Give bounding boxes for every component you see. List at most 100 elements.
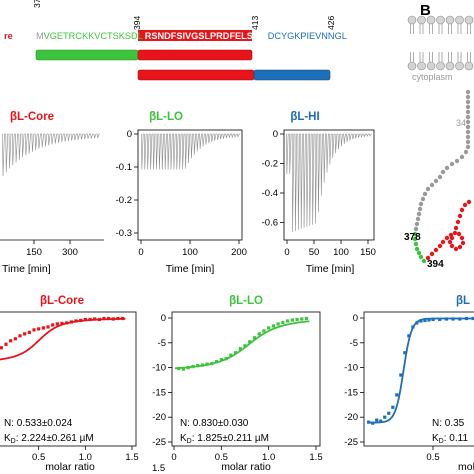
raw-panel-core: βL-Core 150 300 Time [min] <box>0 111 104 275</box>
iso-xtick: 1.5 <box>125 452 138 463</box>
data-point <box>387 411 391 415</box>
seq-number-394: 394 <box>132 16 142 30</box>
chain-dot <box>425 255 431 261</box>
core-label-fragment: re <box>4 31 13 41</box>
chain-dot <box>429 182 435 188</box>
iso-core-frame <box>0 311 137 447</box>
data-point <box>238 347 242 351</box>
iso-xtick: 0.5 <box>215 452 228 463</box>
panel-b: B cytoplasm 34 378 394 <box>404 2 474 270</box>
raw-xtick: 0 <box>284 247 289 258</box>
chain-dot <box>465 119 471 125</box>
data-point <box>37 327 41 331</box>
chain-dot <box>465 144 471 150</box>
raw-lo-trace <box>141 133 240 170</box>
iso-lo-title: βL-LO <box>229 295 263 307</box>
chain-dot <box>453 246 459 252</box>
iso-ytick: -15 <box>344 387 358 398</box>
chain-dot <box>413 226 419 232</box>
data-point <box>224 357 228 361</box>
data-point <box>423 318 427 323</box>
data-point <box>9 339 13 343</box>
sequence-line: MVGETRCKKVCTSKSDL RSNDFSIVGSLPRDFELSNY DCY… <box>36 31 347 41</box>
chain-dot <box>465 104 471 110</box>
raw-lo-xlabel: Time [min] <box>166 263 215 275</box>
data-point <box>88 317 92 322</box>
lipid-head <box>426 61 436 71</box>
data-point <box>252 336 257 340</box>
data-point <box>69 320 73 324</box>
green-bar-lo <box>35 49 139 61</box>
data-point <box>65 321 69 325</box>
chain-dot <box>433 247 439 253</box>
chain-dot <box>421 258 427 264</box>
raw-core-trace <box>2 133 100 177</box>
iso-core-plot <box>0 316 126 361</box>
raw-core-title: βL-Core <box>10 111 54 123</box>
iso-ytick: -10 <box>344 363 358 374</box>
fit-line <box>367 317 474 424</box>
data-point <box>97 317 101 322</box>
data-point <box>107 316 111 321</box>
peptide-chain <box>412 89 472 264</box>
raw-xtick: 150 <box>360 247 376 258</box>
data-point <box>32 328 36 332</box>
chain-dot <box>460 240 466 246</box>
raw-ytick: -0.2 <box>116 195 132 206</box>
raw-xtick: 100 <box>182 247 198 258</box>
residue-34-fragment: 34 <box>456 118 466 128</box>
iso-xtick: 1.0 <box>79 452 92 463</box>
iso-xtick: 1.5 <box>309 452 322 463</box>
iso-xtick: 1.0 <box>262 452 275 463</box>
iso-core-xlabel: molar ratio <box>45 461 95 473</box>
chain-dot <box>422 191 428 197</box>
lipid-head <box>407 15 417 25</box>
data-point <box>383 415 387 419</box>
lipid-head <box>455 61 464 71</box>
seq-number-378: 378 <box>32 0 42 8</box>
chain-dot <box>465 139 471 145</box>
chain-dot <box>465 94 471 100</box>
chain-dot <box>457 244 463 250</box>
data-point <box>295 317 299 322</box>
data-point <box>219 358 223 362</box>
iso-lo-xlabel: molar ratio <box>221 461 271 473</box>
data-point <box>191 365 195 369</box>
iso-lo-plot <box>174 316 310 371</box>
data-point <box>276 322 280 326</box>
data-point <box>431 317 435 322</box>
raw-hi-trace <box>286 133 372 232</box>
chain-dot <box>420 196 426 202</box>
data-point <box>23 332 27 336</box>
raw-ytick: 0 <box>273 129 278 140</box>
lipid-head <box>436 61 445 71</box>
iso-hi-xlabel: molar ratio <box>458 461 474 473</box>
data-point <box>411 325 415 329</box>
red-bar-lo <box>137 49 253 61</box>
iso-lo-result-kd: KD: 1.825±0.211 µM <box>180 433 269 445</box>
data-point <box>290 318 294 322</box>
chain-dot <box>444 165 450 171</box>
chain-dot <box>457 213 463 219</box>
data-point <box>116 316 120 321</box>
iso-hi-result-kd-fragment: KD: 0.11 <box>432 433 468 445</box>
lipid-head <box>436 15 445 25</box>
iso-core-title: βL-Core <box>40 295 84 307</box>
data-point <box>200 363 204 367</box>
raw-core-xtick: 150 <box>26 247 42 258</box>
data-point <box>102 316 106 321</box>
thermogram-trace <box>141 133 240 170</box>
raw-xtick: 0 <box>138 247 143 258</box>
chain-dot <box>466 199 472 205</box>
chain-dot <box>417 206 423 212</box>
data-point <box>391 405 395 409</box>
data-point <box>271 324 275 328</box>
chain-dot <box>455 219 461 225</box>
data-point <box>286 319 290 323</box>
iso-ytick: -20 <box>152 412 166 423</box>
iso-ytick: -15 <box>152 387 166 398</box>
chain-dot <box>456 231 462 237</box>
data-point <box>51 323 55 327</box>
chain-dot <box>440 169 446 175</box>
